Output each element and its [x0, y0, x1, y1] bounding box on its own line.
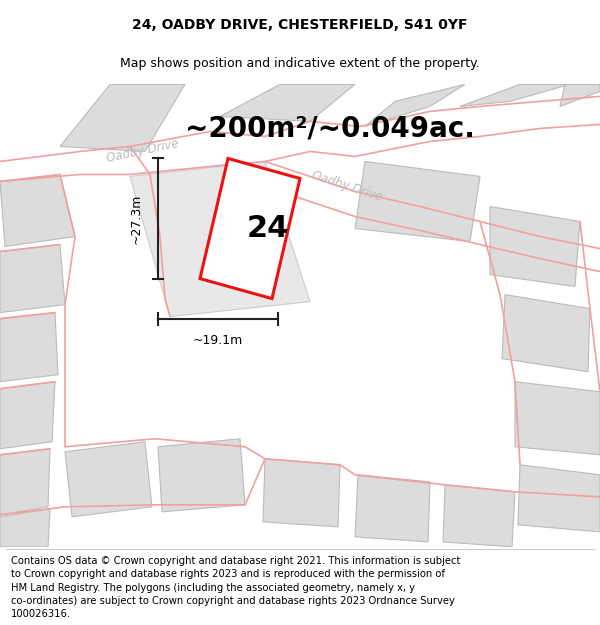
Polygon shape: [443, 485, 515, 547]
Text: Contains OS data © Crown copyright and database right 2021. This information is : Contains OS data © Crown copyright and d…: [11, 556, 460, 619]
Text: ~19.1m: ~19.1m: [193, 334, 243, 347]
Polygon shape: [518, 465, 600, 532]
Polygon shape: [158, 439, 245, 512]
Polygon shape: [60, 84, 185, 151]
Polygon shape: [0, 174, 75, 246]
Polygon shape: [560, 84, 600, 106]
Polygon shape: [200, 159, 300, 299]
Polygon shape: [355, 475, 430, 542]
Polygon shape: [355, 161, 480, 241]
Polygon shape: [0, 312, 58, 382]
Polygon shape: [515, 382, 600, 455]
Polygon shape: [263, 459, 340, 527]
Polygon shape: [220, 84, 355, 121]
Polygon shape: [0, 449, 50, 515]
Polygon shape: [490, 206, 580, 287]
Text: 24: 24: [247, 214, 289, 243]
Polygon shape: [130, 161, 310, 317]
Text: ~27.3m: ~27.3m: [130, 193, 143, 244]
Polygon shape: [0, 509, 50, 547]
Polygon shape: [365, 84, 465, 126]
Text: Oadby Drive: Oadby Drive: [310, 169, 384, 204]
Polygon shape: [0, 382, 55, 449]
Text: Map shows position and indicative extent of the property.: Map shows position and indicative extent…: [120, 57, 480, 70]
Polygon shape: [65, 442, 152, 517]
Text: 24, OADBY DRIVE, CHESTERFIELD, S41 0YF: 24, OADBY DRIVE, CHESTERFIELD, S41 0YF: [132, 18, 468, 32]
Polygon shape: [0, 244, 65, 312]
Polygon shape: [502, 294, 590, 372]
Polygon shape: [460, 84, 570, 106]
Text: Oadby Drive: Oadby Drive: [105, 138, 180, 166]
Text: ~200m²/~0.049ac.: ~200m²/~0.049ac.: [185, 114, 475, 142]
